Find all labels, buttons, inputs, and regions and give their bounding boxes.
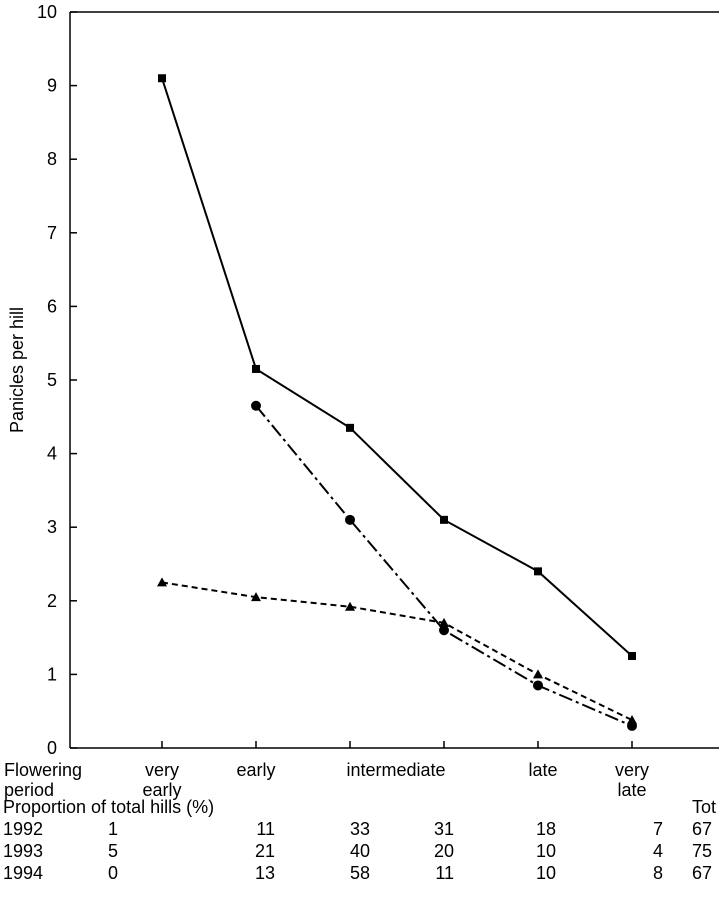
data-point-triangle: [345, 601, 355, 611]
category-label: early: [236, 760, 275, 780]
table-cell: 13: [254, 863, 275, 883]
row-label: period: [4, 780, 54, 800]
table-total: 67: [692, 819, 713, 839]
series-square-line: [161, 77, 633, 657]
row-label: Flowering: [4, 760, 82, 780]
y-tick-label: 2: [47, 591, 57, 611]
data-point-square: [440, 515, 448, 524]
data-point-triangle: [533, 669, 543, 679]
table-cell: 0: [107, 863, 118, 883]
category-label: intermediate: [346, 760, 445, 780]
table-row: 1993 5 21 40 20 10 4 75: [0, 840, 719, 862]
series-circle-line: [255, 405, 633, 727]
table-year: 1994: [3, 863, 44, 883]
y-tick-label: 7: [47, 223, 57, 243]
category-label: very: [615, 760, 649, 780]
data-point-circle: [251, 400, 261, 411]
data-point-square: [346, 423, 354, 432]
data-point-circle: [439, 625, 449, 636]
y-tick-label: 4: [47, 444, 57, 464]
table-cell: 5: [107, 841, 118, 861]
data-point-triangle: [439, 617, 449, 627]
axes: 0 1 2 3 4 5 6 7 8 9 10: [37, 2, 719, 758]
y-tick-label: 0: [47, 738, 57, 758]
table-cell: 4: [652, 841, 663, 861]
table-row: 1992 1 11 33 31 18 7 67: [0, 818, 719, 840]
category-label: late: [528, 760, 557, 780]
table-total: 67: [692, 863, 713, 883]
table-cell: 8: [652, 863, 663, 883]
category-label: early: [142, 780, 181, 800]
table-cell: 18: [535, 819, 556, 839]
table-cell: 21: [254, 841, 275, 861]
table-cell: 33: [349, 819, 370, 839]
table-total: 75: [692, 841, 713, 861]
series-markers: [157, 74, 637, 731]
table-cell: 40: [349, 841, 370, 861]
table-cell: 7: [652, 819, 663, 839]
data-point-square: [534, 567, 542, 576]
table-cell: 20: [433, 841, 454, 861]
table-cell: 1: [107, 819, 118, 839]
series-lines: [161, 77, 633, 727]
data-point-triangle: [157, 577, 167, 587]
y-tick-label: 6: [47, 296, 57, 316]
y-axis-label-group: Panicles per hill: [7, 307, 27, 433]
table-cell: 58: [349, 863, 370, 883]
table-cell: 10: [535, 841, 556, 861]
y-tick-label: 10: [37, 2, 57, 22]
data-point-circle: [533, 680, 543, 691]
series-triangle-line: [161, 581, 633, 721]
table-year: 1992: [3, 819, 44, 839]
data-point-circle: [345, 514, 355, 525]
y-tick-label: 5: [47, 370, 57, 390]
data-point-square: [252, 364, 260, 373]
category-label: very: [145, 760, 179, 780]
table-cell: 11: [256, 819, 275, 839]
table-cell: 31: [433, 819, 454, 839]
y-axis-label: Panicles per hill: [7, 307, 27, 433]
y-tick-label: 9: [47, 76, 57, 96]
y-tick-label: 3: [47, 517, 57, 537]
data-point-triangle: [627, 715, 637, 725]
table-heading: Proportion of total hills (%): [3, 797, 215, 817]
table-row: 1994 0 13 58 11 10 8 67: [0, 862, 719, 884]
table-cell: 11: [435, 863, 454, 883]
data-point-triangle: [251, 592, 261, 602]
category-label: late: [617, 780, 646, 800]
table-year: 1993: [3, 841, 44, 861]
data-point-square: [158, 74, 166, 83]
proportion-table: Proportion of total hills (%) Tot 1992 1 1…: [0, 796, 719, 906]
table-total-heading: Tot: [692, 797, 717, 817]
y-tick-label: 8: [47, 149, 57, 169]
y-tick-label: 1: [47, 664, 57, 684]
table-cell: 10: [535, 863, 556, 883]
data-point-square: [628, 652, 636, 660]
